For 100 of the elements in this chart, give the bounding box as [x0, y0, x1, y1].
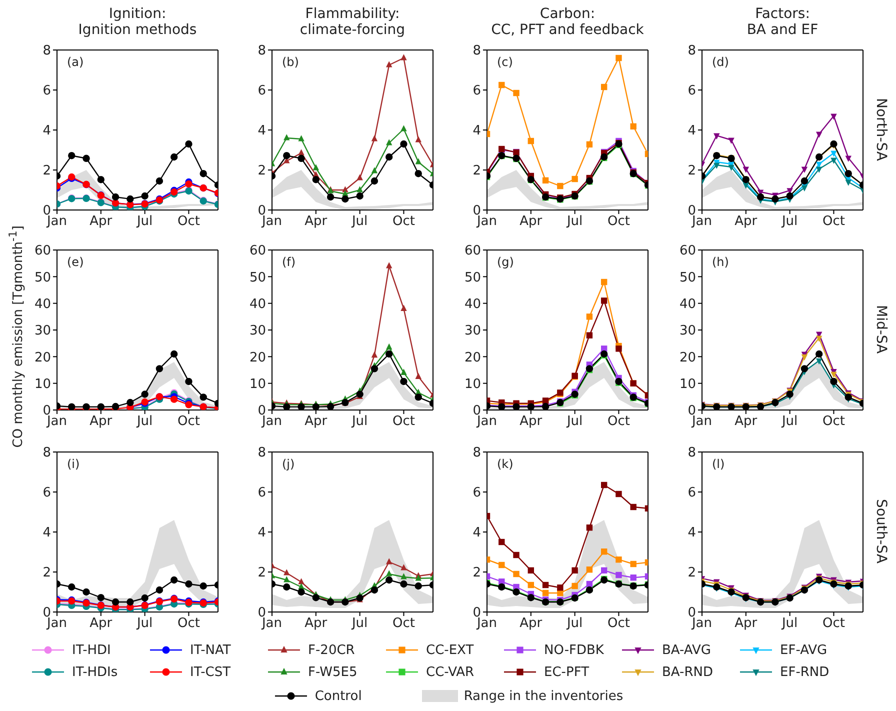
- x-tick-label: Apr: [520, 214, 543, 230]
- y-tick-label: 50: [679, 270, 696, 286]
- x-tick-label: Apr: [90, 214, 113, 230]
- x-tick-label: Apr: [304, 616, 328, 632]
- x-tick-label: Apr: [734, 414, 758, 430]
- x-tick-label: Apr: [90, 616, 113, 632]
- y-tick-label: 60: [679, 244, 696, 259]
- x-tick-label: Jul: [566, 616, 583, 632]
- x-tick-label: Oct: [392, 616, 415, 632]
- y-tick-label: 8: [258, 446, 266, 461]
- x-tick-label: Jul: [350, 214, 368, 230]
- y-tick-label: 6: [472, 486, 481, 501]
- x-tick-label: Oct: [822, 214, 845, 230]
- x-tick-label: Jul: [136, 616, 153, 632]
- legend-label: F-20CR: [308, 642, 355, 658]
- y-tick-label: 2: [42, 164, 51, 179]
- y-tick-label: 6: [42, 84, 51, 99]
- legend-label: BA-AVG: [662, 642, 711, 658]
- y2-axis-title: North-SA: [873, 98, 889, 161]
- x-tick-label: Jul: [350, 616, 368, 632]
- y2-axis-title: South-SA: [873, 499, 889, 564]
- y-tick-label: 4: [42, 526, 51, 541]
- y2-axis-title: Mid-SA: [873, 305, 889, 354]
- y-tick-label: 2: [42, 566, 51, 581]
- x-tick-label: Oct: [607, 616, 630, 632]
- x-tick-label: Apr: [734, 214, 758, 230]
- y-tick-label: 4: [688, 124, 696, 139]
- annotation: (a): [67, 55, 84, 69]
- y-tick-label: 30: [249, 324, 266, 339]
- chart-title: Carbon: CC, PFT and feedback: [490, 6, 645, 38]
- y-tick-label: 6: [258, 486, 266, 501]
- y-tick-label: 8: [472, 44, 481, 59]
- y-tick-label: 2: [258, 164, 266, 179]
- x-tick-label: Jul: [780, 616, 798, 632]
- y-tick-label: 4: [42, 124, 51, 139]
- y-tick-label: 30: [464, 324, 481, 339]
- y-tick-label: 10: [34, 376, 51, 392]
- legend-label: Range in the inventories: [464, 688, 624, 704]
- x-tick-label: Oct: [607, 214, 630, 230]
- annotation: (j): [282, 457, 295, 471]
- legend-label: F-W5E5: [308, 664, 358, 680]
- y-tick-label: 40: [464, 296, 481, 312]
- y-tick-label: 8: [258, 44, 266, 59]
- x-tick-label: Oct: [177, 214, 200, 230]
- x-tick-label: Jul: [780, 414, 798, 430]
- y-tick-label: 4: [472, 526, 481, 541]
- x-tick-label: Oct: [177, 414, 200, 430]
- y-tick-label: 50: [464, 270, 481, 286]
- y-tick-label: 10: [249, 376, 266, 392]
- legend-label: EC-PFT: [544, 664, 590, 680]
- x-tick-label: Apr: [304, 414, 328, 430]
- x-tick-label: Oct: [392, 214, 415, 230]
- x-tick-label: Oct: [392, 414, 415, 430]
- x-tick-label: Oct: [822, 414, 845, 430]
- annotation: (h): [712, 255, 729, 269]
- y-tick-label: 20: [679, 350, 696, 366]
- x-tick-label: Apr: [304, 214, 328, 230]
- x-tick-label: Jul: [136, 214, 153, 230]
- legend-label: BA-RND: [662, 664, 713, 680]
- y-tick-label: 40: [249, 296, 266, 312]
- y-tick-label: 6: [472, 84, 481, 99]
- legend-label: IT-HDI: [72, 642, 111, 658]
- chart-title: Flammability: climate-forcing: [298, 6, 406, 38]
- y-tick-label: 2: [472, 164, 481, 179]
- y-tick-label: 2: [688, 164, 696, 179]
- legend-label: EF-AVG: [780, 642, 828, 658]
- x-tick-label: Apr: [520, 414, 543, 430]
- annotation: (k): [497, 457, 514, 471]
- y-tick-label: 60: [464, 244, 481, 259]
- y-tick-label: 20: [249, 350, 266, 366]
- y-tick-label: 4: [258, 526, 266, 541]
- x-tick-label: Jul: [136, 414, 153, 430]
- x-tick-label: Apr: [90, 414, 113, 430]
- annotation: (c): [497, 55, 513, 69]
- x-tick-label: Oct: [177, 616, 200, 632]
- y-tick-label: 10: [464, 376, 481, 392]
- x-tick-label: Oct: [822, 616, 845, 632]
- y-tick-label: 30: [34, 324, 51, 339]
- annotation: (f): [282, 255, 296, 269]
- y-tick-label: 6: [42, 486, 51, 501]
- y-tick-label: 8: [42, 446, 51, 461]
- x-tick-label: Jul: [780, 214, 798, 230]
- y-tick-label: 2: [472, 566, 481, 581]
- legend-label: Control: [314, 688, 362, 704]
- y-tick-label: 2: [688, 566, 696, 581]
- y-tick-label: 6: [688, 486, 696, 501]
- y-tick-label: 2: [258, 566, 266, 581]
- annotation: (l): [712, 457, 725, 471]
- y-tick-label: 40: [34, 296, 51, 312]
- annotation: (b): [282, 55, 299, 69]
- y-tick-label: 20: [34, 350, 51, 366]
- x-tick-label: Apr: [734, 616, 758, 632]
- annotation: (i): [67, 457, 80, 471]
- legend-label: IT-NAT: [190, 642, 231, 658]
- y-tick-label: 40: [679, 296, 696, 312]
- annotation: (g): [497, 255, 514, 269]
- y-tick-label: 4: [688, 526, 696, 541]
- y-tick-label: 60: [34, 244, 51, 259]
- y-tick-label: 4: [258, 124, 266, 139]
- x-tick-label: Jul: [566, 214, 583, 230]
